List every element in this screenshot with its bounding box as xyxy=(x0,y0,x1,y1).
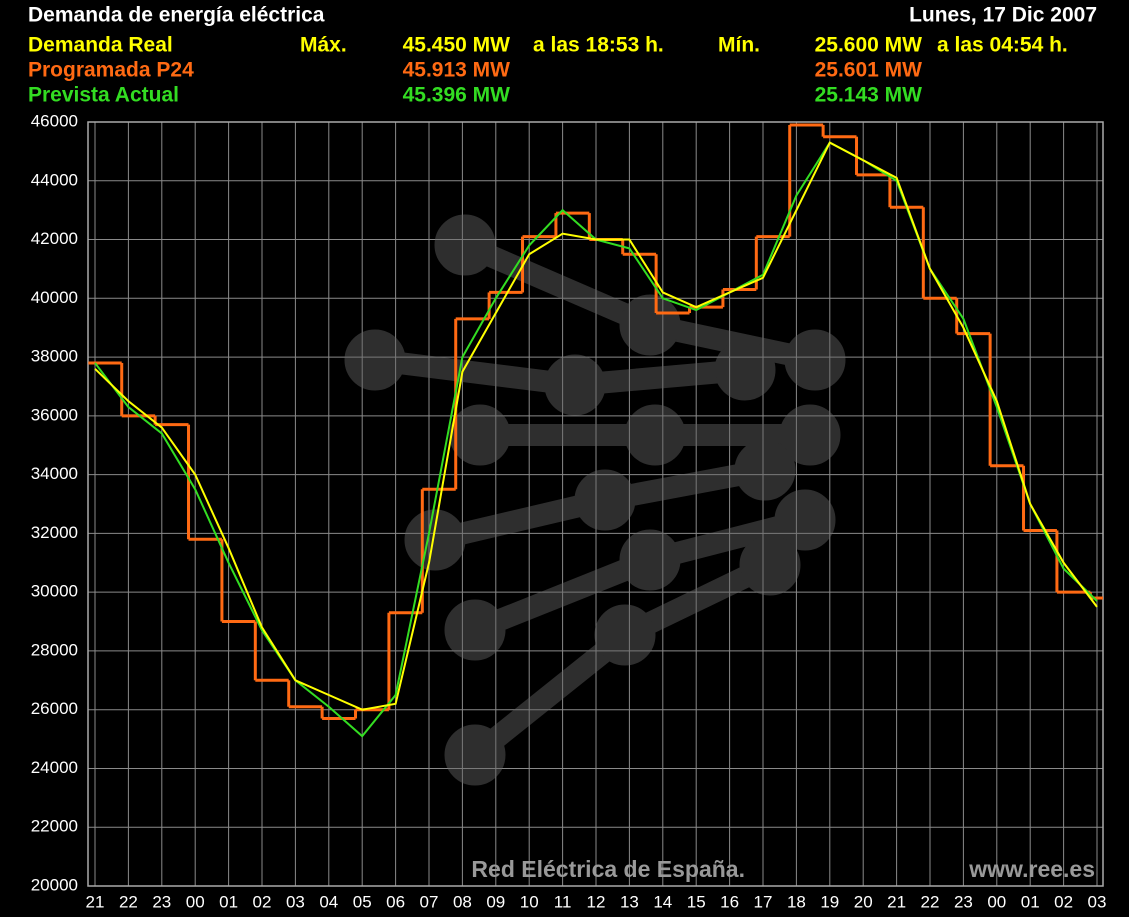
x-tick-label: 19 xyxy=(820,892,839,911)
x-tick-label: 01 xyxy=(1021,892,1040,911)
background xyxy=(0,0,1129,917)
y-tick-label: 34000 xyxy=(31,464,78,483)
min-value: 25.601 MW xyxy=(815,59,923,82)
max-time: a las 18:53 h. xyxy=(533,34,664,57)
x-tick-label: 00 xyxy=(186,892,205,911)
x-tick-label: 17 xyxy=(754,892,773,911)
x-tick-label: 18 xyxy=(787,892,806,911)
watermark: Red Eléctrica de España. xyxy=(471,856,745,882)
x-tick-label: 07 xyxy=(420,892,439,911)
x-tick-label: 05 xyxy=(353,892,372,911)
x-tick-label: 01 xyxy=(219,892,238,911)
y-tick-label: 28000 xyxy=(31,640,78,659)
x-tick-label: 14 xyxy=(653,892,672,911)
x-tick-label: 06 xyxy=(386,892,405,911)
x-tick-label: 23 xyxy=(954,892,973,911)
x-tick-label: 20 xyxy=(854,892,873,911)
x-tick-label: 04 xyxy=(319,892,338,911)
x-tick-label: 02 xyxy=(253,892,272,911)
max-value: 45.450 MW xyxy=(403,34,511,57)
y-tick-label: 44000 xyxy=(31,170,78,189)
x-tick-label: 09 xyxy=(486,892,505,911)
x-tick-label: 00 xyxy=(987,892,1006,911)
x-tick-label: 13 xyxy=(620,892,639,911)
y-tick-label: 36000 xyxy=(31,405,78,424)
date: Lunes, 17 Dic 2007 xyxy=(909,4,1097,27)
x-tick-label: 21 xyxy=(86,892,105,911)
y-tick-label: 22000 xyxy=(31,817,78,836)
max-value: 45.396 MW xyxy=(403,84,511,107)
x-tick-label: 11 xyxy=(554,892,572,911)
y-tick-label: 26000 xyxy=(31,699,78,718)
y-tick-label: 38000 xyxy=(31,347,78,366)
min-value: 25.600 MW xyxy=(815,34,923,57)
legend-entry: Prevista Actual xyxy=(28,84,179,107)
x-tick-label: 02 xyxy=(1054,892,1073,911)
x-tick-label: 12 xyxy=(587,892,606,911)
website: www.ree.es xyxy=(968,856,1095,882)
x-tick-label: 22 xyxy=(119,892,138,911)
y-tick-label: 42000 xyxy=(31,229,78,248)
x-tick-label: 22 xyxy=(921,892,940,911)
min-value: 25.143 MW xyxy=(815,84,923,107)
y-tick-label: 20000 xyxy=(31,875,78,894)
x-tick-label: 15 xyxy=(687,892,706,911)
chart-title: Demanda de energía eléctrica xyxy=(28,4,325,27)
y-tick-label: 24000 xyxy=(31,758,78,777)
x-tick-label: 16 xyxy=(720,892,739,911)
x-tick-label: 03 xyxy=(286,892,305,911)
x-tick-label: 08 xyxy=(453,892,472,911)
y-tick-label: 30000 xyxy=(31,582,78,601)
x-tick-label: 21 xyxy=(887,892,906,911)
chart: Demanda de energía eléctrica Lunes, 17 D… xyxy=(0,0,1129,917)
max-label: Máx. xyxy=(300,34,347,57)
y-tick-label: 40000 xyxy=(31,288,78,307)
x-tick-label: 10 xyxy=(520,892,539,911)
min-time: a las 04:54 h. xyxy=(937,34,1068,57)
x-tick-label: 23 xyxy=(152,892,171,911)
legend-entry: Demanda Real xyxy=(28,34,173,57)
x-tick-label: 03 xyxy=(1088,892,1107,911)
min-label: Mín. xyxy=(718,34,760,57)
y-tick-label: 46000 xyxy=(31,111,78,130)
max-value: 45.913 MW xyxy=(403,59,511,82)
y-tick-label: 32000 xyxy=(31,523,78,542)
legend-entry: Programada P24 xyxy=(28,59,194,82)
